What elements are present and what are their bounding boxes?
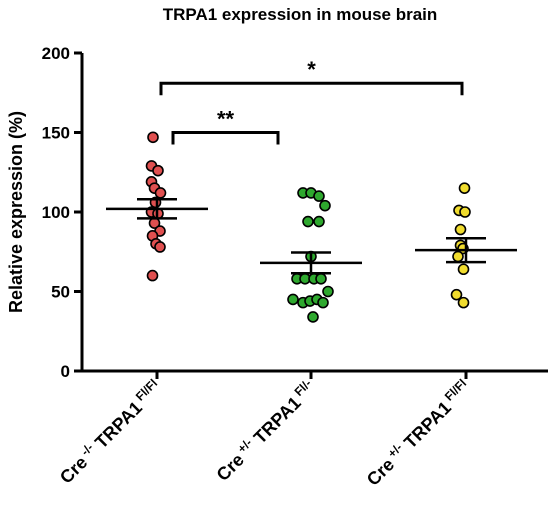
- data-point: [152, 164, 164, 177]
- category-label-part: TRPA1: [88, 397, 146, 455]
- category-label-part: TRPA1: [397, 397, 455, 455]
- data-point: [322, 285, 334, 298]
- data-point: [146, 269, 159, 282]
- mean-sem-bars: [106, 198, 517, 275]
- data-point: [454, 223, 467, 236]
- data-point: [450, 288, 463, 301]
- data-point: [315, 272, 327, 285]
- significance-label: *: [307, 57, 316, 82]
- category-label-part: TRPA1: [246, 393, 304, 451]
- data-point: [287, 293, 299, 306]
- y-ticks: 0 50 100 150 200: [42, 44, 468, 381]
- data-point: [307, 311, 319, 323]
- category-label-part: Fl/Fl: [130, 376, 160, 406]
- data-point: [302, 215, 314, 228]
- data-point: [317, 296, 329, 309]
- y-tick-label: 50: [51, 283, 70, 302]
- data-point: [154, 241, 166, 253]
- y-tick-label: 200: [42, 44, 70, 63]
- significance-bracket: [171, 131, 280, 145]
- category-label-part: Fl/Fl: [439, 376, 469, 406]
- significance-brackets: ***: [159, 57, 464, 145]
- data-points: [145, 131, 471, 323]
- data-point: [457, 296, 470, 309]
- significance-label: **: [217, 107, 235, 132]
- data-point: [457, 263, 470, 276]
- chart-title: TRPA1 expression in mouse brain: [163, 5, 438, 24]
- category-labels: Cre -/- TRPA1 Fl/Fl Cre +/- TRPA1 Fl/- Cre…: [55, 376, 474, 489]
- data-point: [319, 199, 331, 212]
- data-point: [459, 206, 471, 218]
- data-point: [458, 182, 471, 194]
- data-point: [147, 131, 159, 144]
- data-point: [313, 215, 325, 228]
- category-label: Cre +/- TRPA1 Fl/-: [211, 376, 320, 485]
- y-tick-label: 100: [42, 203, 70, 222]
- data-point: [154, 187, 167, 199]
- y-tick-label: 0: [61, 362, 70, 381]
- significance-bracket: [159, 81, 464, 96]
- category-label: Cre -/- TRPA1 Fl/Fl: [55, 376, 166, 487]
- y-tick-label: 150: [42, 124, 70, 143]
- category-label: Cre +/- TRPA1 Fl/Fl: [361, 376, 474, 489]
- data-point: [452, 250, 464, 263]
- y-axis-label: Relative expression (%): [6, 111, 26, 313]
- data-point: [313, 190, 325, 202]
